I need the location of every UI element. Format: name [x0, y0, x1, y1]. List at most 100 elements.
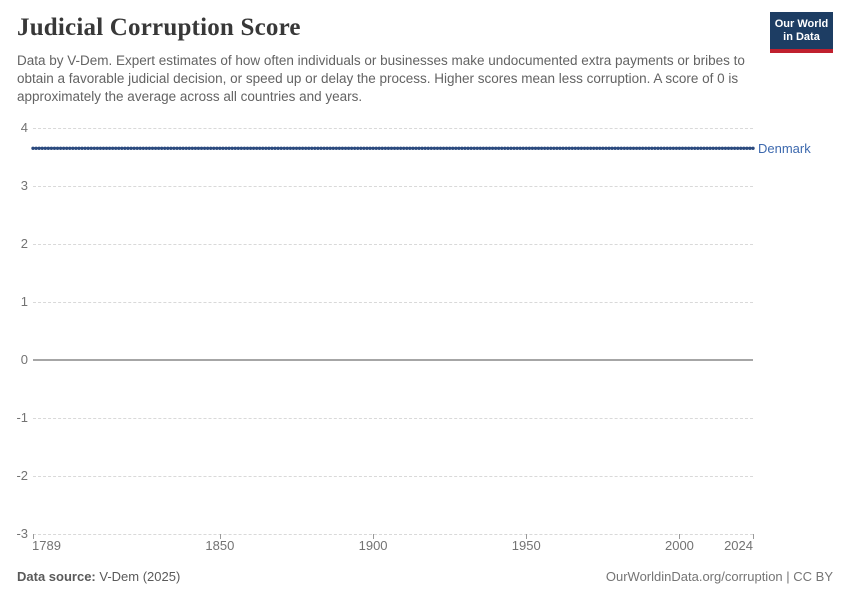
series-point: [86, 146, 90, 150]
series-point: [748, 146, 752, 150]
series-point: [555, 146, 559, 150]
series-point: [34, 146, 38, 150]
gridline: [33, 475, 753, 477]
series-point: [631, 146, 636, 150]
series-point: [680, 146, 685, 150]
series-point: [647, 146, 651, 150]
series-point: [509, 146, 513, 150]
series-label-denmark[interactable]: Denmark: [758, 141, 811, 157]
series-point: [585, 146, 590, 150]
series-point: [423, 146, 427, 150]
series-point: [221, 146, 225, 150]
series-point: [172, 146, 176, 150]
y-tick-label: 4: [20, 120, 28, 135]
y-tick-label: 2: [20, 236, 28, 251]
series-point: [74, 146, 78, 150]
series-point: [353, 146, 357, 150]
series-point: [248, 146, 253, 150]
series-point: [215, 146, 219, 150]
series-point: [549, 146, 553, 150]
series-point: [31, 146, 35, 150]
series-point: [202, 146, 207, 150]
series-point: [190, 146, 195, 150]
series-point: [438, 146, 443, 150]
series-point: [417, 146, 421, 150]
series-point: [591, 146, 596, 150]
series-point: [395, 146, 400, 150]
series-point: [279, 146, 283, 150]
series-point: [83, 146, 87, 150]
series-point: [570, 146, 574, 150]
series-point: [349, 146, 354, 150]
series-point: [683, 146, 688, 150]
series-point: [454, 146, 458, 150]
series-point: [466, 146, 470, 150]
series-point: [662, 146, 666, 150]
series-point: [138, 146, 142, 150]
series-point: [408, 146, 412, 150]
series-point: [561, 146, 565, 150]
series-point: [493, 146, 498, 150]
series-point: [693, 146, 697, 150]
series-point: [61, 146, 66, 150]
series-point: [521, 146, 525, 150]
series-point: [711, 146, 715, 150]
series-point: [573, 146, 577, 150]
series-point: [674, 146, 679, 150]
series-point: [665, 146, 669, 150]
series-point: [723, 146, 728, 150]
series-point: [475, 146, 479, 150]
series-point: [340, 146, 345, 150]
series-point: [254, 146, 259, 150]
series-point: [196, 146, 201, 150]
series-point: [334, 146, 339, 150]
series-point: [705, 146, 709, 150]
gridline: [33, 243, 753, 245]
series-point: [634, 146, 639, 150]
series-point: [184, 146, 188, 150]
series-point: [650, 146, 654, 150]
page-title: Judicial Corruption Score: [17, 14, 301, 41]
license-link[interactable]: OurWorldinData.org/corruption | CC BY: [605, 569, 833, 584]
series-point: [40, 146, 44, 150]
y-tick-label: -1: [16, 410, 28, 425]
series-point: [457, 146, 461, 150]
series-point: [313, 146, 317, 150]
series-point: [65, 146, 69, 150]
series-point: [316, 146, 320, 150]
y-tick-label: -2: [16, 468, 28, 483]
series-point: [717, 146, 721, 150]
owid-logo[interactable]: Our World in Data: [770, 12, 833, 53]
series-point: [686, 146, 691, 150]
series-point: [641, 146, 645, 150]
series-point: [224, 146, 228, 150]
series-point: [659, 146, 663, 150]
series-point: [607, 146, 611, 150]
series-point: [472, 146, 476, 150]
series-point: [628, 146, 633, 150]
series-point: [362, 146, 366, 150]
owid-logo-line1: Our World: [774, 18, 829, 30]
series-point: [205, 146, 210, 150]
gridline: [33, 301, 753, 303]
series-point: [720, 146, 725, 150]
series-point: [193, 146, 198, 150]
series-point: [558, 146, 562, 150]
chart-subtitle: Data by V-Dem. Expert estimates of how o…: [17, 53, 745, 104]
y-tick-label: -3: [16, 526, 28, 541]
series-point: [500, 146, 504, 150]
series-point: [181, 146, 185, 150]
series-point: [144, 146, 149, 150]
series-point: [432, 146, 437, 150]
series-point: [141, 146, 145, 150]
series-point: [110, 146, 115, 150]
owid-logo-line2: in Data: [783, 31, 820, 43]
series-point: [539, 146, 544, 150]
series-point: [95, 146, 100, 150]
series-point: [264, 146, 268, 150]
series-point: [337, 146, 342, 150]
series-point: [546, 146, 550, 150]
series-point: [150, 146, 155, 150]
